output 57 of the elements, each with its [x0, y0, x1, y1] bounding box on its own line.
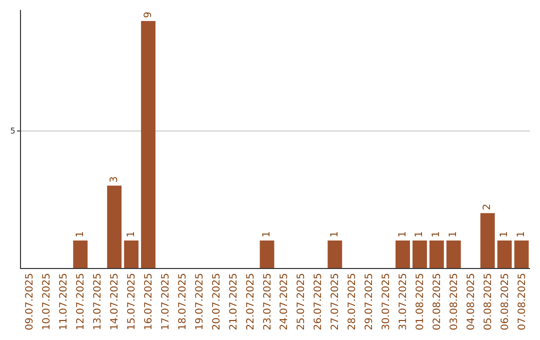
data-label: 1 [414, 231, 426, 238]
x-tick-label: 06.08.2025 [500, 273, 511, 330]
x-tick-label: 18.07.2025 [177, 273, 188, 330]
bar [396, 240, 410, 268]
bar [480, 213, 495, 268]
bar [73, 240, 88, 268]
x-tick-label: 16.07.2025 [144, 273, 154, 330]
data-label: 9 [142, 12, 154, 18]
bar [446, 240, 461, 268]
bar [141, 20, 156, 268]
x-tick-label: 05.08.2025 [482, 273, 494, 330]
x-tick-label: 27.07.2025 [330, 273, 342, 330]
data-label: 1 [329, 231, 340, 238]
data-label: 2 [482, 204, 494, 210]
bar [260, 240, 274, 268]
data-label: 1 [499, 231, 510, 238]
x-tick-label: 31.07.2025 [398, 273, 409, 330]
bar [497, 240, 512, 268]
x-tick-label: 13.07.2025 [92, 273, 104, 330]
x-tick-label: 01.08.2025 [414, 273, 426, 330]
x-tick-label: 29.07.2025 [364, 273, 376, 330]
x-tick-label: 03.08.2025 [448, 273, 460, 330]
x-tick-label: 19.07.2025 [194, 273, 206, 330]
bar [124, 240, 138, 268]
data-label: 1 [262, 231, 273, 238]
x-tick-label: 22.07.2025 [245, 273, 256, 330]
x-tick-label: 10.07.2025 [42, 273, 53, 330]
x-tick-label: 07.08.2025 [516, 273, 528, 330]
data-label: 1 [74, 231, 86, 238]
x-tick-label: 15.07.2025 [126, 273, 138, 330]
data-label: 1 [516, 231, 528, 238]
bar [412, 240, 427, 268]
data-label: 1 [448, 231, 460, 238]
x-tick-label: 20.07.2025 [211, 273, 222, 330]
x-tick-label: 17.07.2025 [160, 273, 172, 330]
data-label: 1 [397, 231, 408, 238]
data-label: 3 [108, 176, 120, 183]
x-tick-label: 28.07.2025 [347, 273, 358, 330]
data-label: 1 [126, 231, 137, 238]
x-tick-label: 14.07.2025 [110, 273, 121, 330]
x-tick-label: 11.07.2025 [58, 273, 70, 330]
x-tick-label: 04.08.2025 [466, 273, 477, 330]
x-tick-label: 26.07.2025 [313, 273, 324, 330]
x-tick-label: 23.07.2025 [262, 273, 274, 330]
bar [107, 186, 122, 268]
x-tick-label: 25.07.2025 [296, 273, 308, 330]
x-tick-label: 21.07.2025 [228, 273, 240, 330]
bar [328, 240, 342, 268]
bar [429, 240, 444, 268]
data-label: 1 [431, 231, 442, 238]
x-tick-label: 02.08.2025 [432, 273, 443, 330]
x-tick-label: 09.07.2025 [24, 273, 36, 330]
y-tick-label: 5 [10, 126, 16, 136]
x-tick-label: 30.07.2025 [381, 273, 392, 330]
x-tick-label: 24.07.2025 [279, 273, 290, 330]
bar [514, 240, 529, 268]
x-tick-label: 12.07.2025 [76, 273, 87, 330]
